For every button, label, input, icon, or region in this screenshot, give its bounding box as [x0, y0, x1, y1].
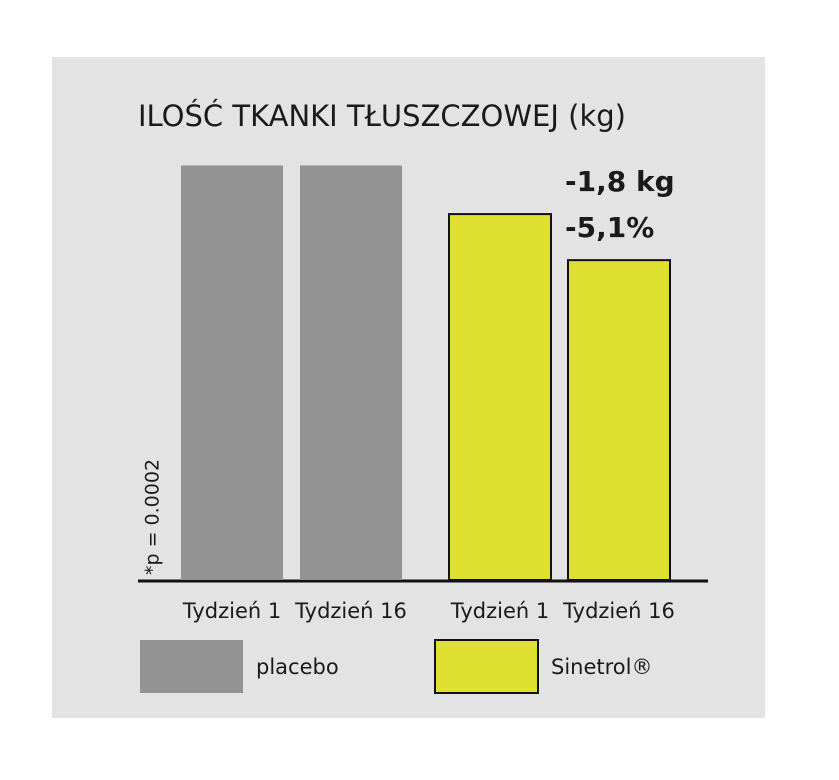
- annotation: -5,1%: [565, 211, 654, 244]
- legend-label: placebo: [256, 655, 339, 679]
- x-tick-label: Tydzień 16: [562, 599, 675, 623]
- bar: [300, 165, 402, 580]
- p-value: *p = 0.0002: [142, 459, 164, 575]
- legend-swatch: [140, 640, 243, 693]
- bar: [181, 165, 283, 580]
- chart-title: ILOŚĆ TKANKI TŁUSZCZOWEJ (kg): [138, 99, 626, 133]
- x-tick-label: Tydzień 16: [294, 599, 407, 623]
- legend-swatch: [434, 639, 539, 694]
- legend-label: Sinetrol®: [551, 655, 652, 679]
- bar: [448, 213, 552, 582]
- bar: [567, 259, 671, 581]
- annotation: -1,8 kg: [565, 165, 675, 198]
- x-tick-label: Tydzień 1: [450, 599, 549, 623]
- x-tick-label: Tydzień 1: [182, 599, 281, 623]
